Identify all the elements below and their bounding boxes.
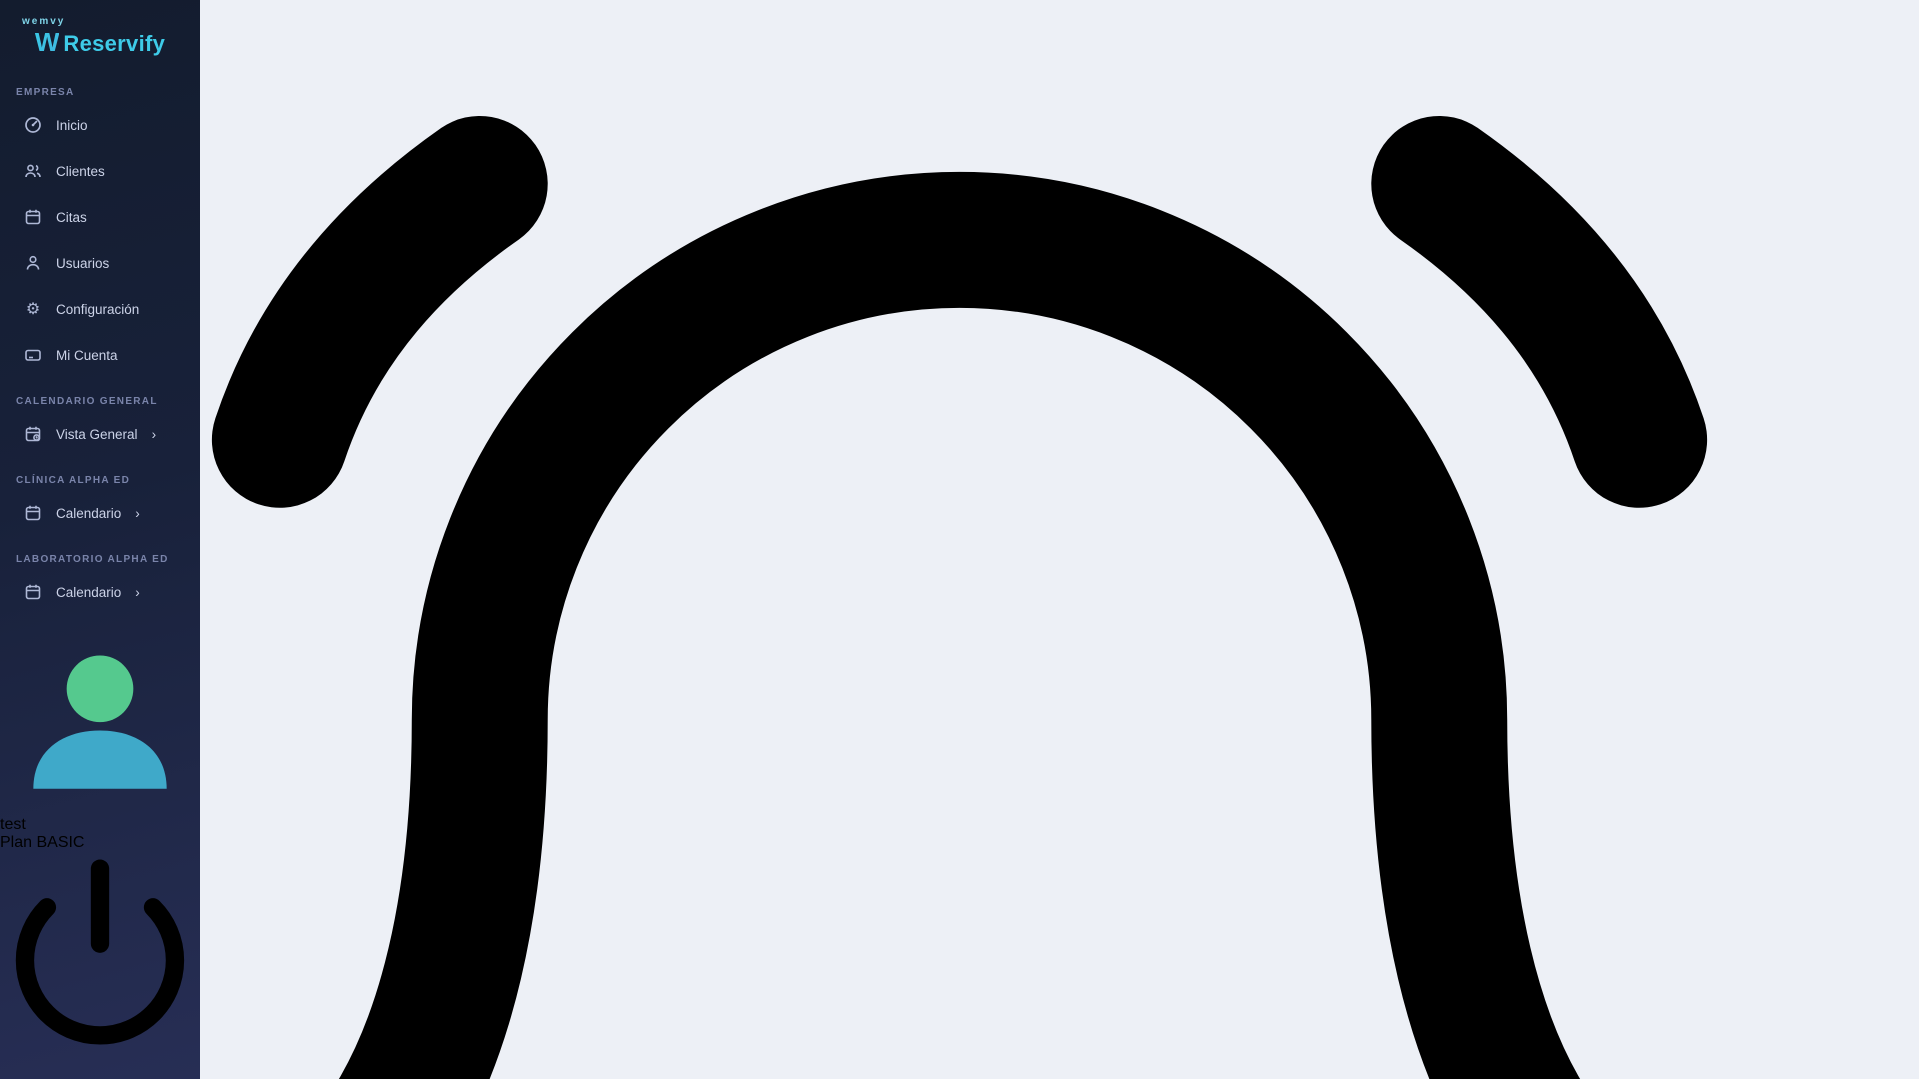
chevron-right-icon: › — [135, 584, 140, 600]
sidebar-item-label: Calendario — [56, 584, 122, 600]
gauge-icon — [24, 116, 42, 134]
gear-icon: ⚙ — [25, 301, 41, 318]
section-label-calendario-general: CALENDARIO GENERAL — [16, 396, 158, 407]
sidebar-nav-laboratorio: Calendario › — [0, 565, 200, 611]
people-icon — [24, 162, 42, 180]
sidebar-item-configuracion[interactable]: ⚙ Configuración — [12, 290, 188, 328]
sidebar-item-label: Citas — [56, 209, 87, 225]
person-icon — [24, 254, 42, 272]
sidebar-item-usuarios[interactable]: Usuarios — [12, 244, 188, 282]
chevron-right-icon: › — [151, 426, 157, 442]
section-label-empresa: EMPRESA — [16, 87, 75, 98]
sidebar-item-label: Inicio — [56, 117, 88, 133]
calendar-icon — [24, 583, 42, 601]
sidebar-item-label: Clientes — [56, 163, 105, 179]
user-avatar — [0, 655, 200, 815]
brand-small-label: wemvy — [22, 16, 66, 27]
user-meta: test Plan BASIC — [0, 816, 200, 851]
sidebar-item-label: Calendario — [56, 505, 122, 521]
sidebar-item-inicio[interactable]: Inicio — [12, 106, 188, 144]
sidebar-item-label: Configuración — [56, 301, 140, 317]
sidebar-item-calendario-clinica[interactable]: Calendario › — [12, 494, 188, 532]
sidebar-nav-calendario-general: Vista General › — [0, 407, 200, 453]
calendar-icon — [24, 208, 42, 226]
brand-w-icon: W — [34, 27, 60, 57]
brand-logo[interactable]: wemvy W Reservify — [0, 0, 200, 65]
card-icon — [24, 346, 42, 364]
sidebar-item-calendario-laboratorio[interactable]: Calendario › — [12, 573, 188, 611]
sidebar-user-card[interactable]: test Plan BASIC — [0, 611, 200, 1057]
brand-name: Reservify — [63, 31, 166, 56]
sidebar: wemvy W Reservify EMPRESA Inicio Cliente… — [0, 0, 200, 1079]
chevron-right-icon: › — [135, 505, 140, 521]
logout-power-icon[interactable] — [0, 859, 200, 1056]
section-label-laboratorio: LABORATORIO ALPHA ED — [16, 554, 169, 565]
sidebar-item-label: Mi Cuenta — [56, 347, 118, 363]
user-plan-badge: Plan BASIC — [0, 834, 85, 851]
user-name: test — [0, 816, 26, 833]
sidebar-item-mi-cuenta[interactable]: Mi Cuenta — [12, 336, 188, 374]
sidebar-item-clientes[interactable]: Clientes — [12, 152, 188, 190]
sidebar-nav-clinica: Calendario › — [0, 486, 200, 532]
calendar-clock-icon — [24, 425, 42, 443]
sidebar-item-vista-general[interactable]: Vista General › — [12, 415, 188, 453]
sidebar-item-citas[interactable]: Citas — [12, 198, 188, 236]
sidebar-item-label: Usuarios — [56, 255, 110, 271]
calendar-icon — [24, 504, 42, 522]
section-label-clinica: CLÍNICA ALPHA ED — [16, 475, 131, 486]
sidebar-nav-empresa: Inicio Clientes Citas Usuarios — [0, 98, 200, 374]
sidebar-item-label: Vista General — [56, 426, 138, 442]
